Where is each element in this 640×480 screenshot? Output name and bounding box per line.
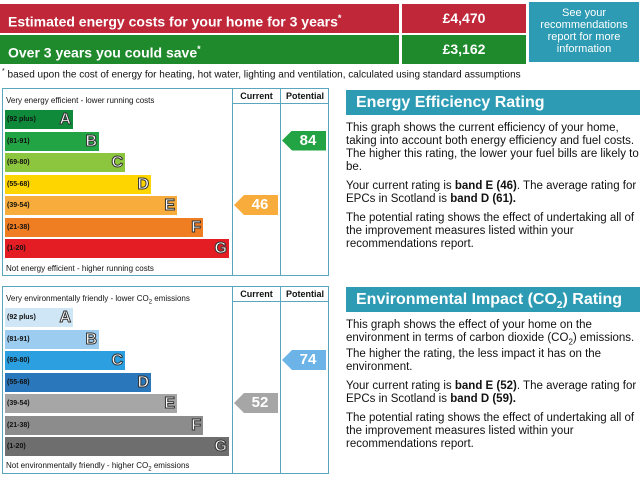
environment-band-f: (21-38) F (5, 415, 203, 435)
bottom-caption-post: emissions (151, 461, 190, 470)
potential-column-header: Potential (285, 91, 324, 101)
energy-band-f: (21-38) F (5, 217, 203, 237)
eir-p2-mid: . The average rating for EPCs in Scotlan… (346, 380, 637, 406)
top-caption: Very energy efficient - lower running co… (6, 96, 155, 105)
band-range-label: (39-54) (7, 202, 30, 209)
estimated-costs-value: £4,470 (402, 4, 526, 33)
footnote: * based upon the cost of energy for heat… (2, 68, 521, 80)
eir-p1-sub: 2 (568, 337, 573, 347)
band-range-label: (21-38) (7, 223, 30, 231)
top-caption-text: Very environmentally friendly - lower CO (6, 294, 149, 303)
savings-text: Over 3 years you could save (8, 44, 198, 61)
band-letter: C (111, 352, 124, 370)
footnote-mark: * (2, 68, 5, 75)
eir-paragraph-3: The potential rating shows the effect of… (346, 412, 635, 451)
environment-band-g: (1-20) G (5, 437, 229, 456)
potential-column-header: Potential (285, 289, 324, 299)
top-caption-post: emissions (152, 294, 190, 303)
bottom-caption: Not environmentally friendly - higher CO… (6, 461, 189, 473)
band-letter: F (191, 416, 202, 434)
eer-p2-text: Your current rating is (346, 180, 455, 192)
energy-band-g: (1-20) G (5, 239, 229, 258)
eer-average-band: band D (61). (450, 193, 516, 205)
band-range-label: (92 plus) (7, 116, 36, 123)
band-letter: D (137, 373, 150, 391)
eir-current-band: band E (52) (454, 380, 517, 393)
environmental-impact-description: This graph shows the effect of your home… (346, 319, 640, 457)
energy-band-b: (81-91) B (5, 131, 99, 151)
band-letter: E (164, 395, 176, 413)
savings-value: £3,162 (402, 35, 526, 64)
potential-rating-arrow: 74 (282, 350, 326, 370)
band-letter: D (137, 175, 150, 193)
energy-band-e: (39-54) E (5, 196, 177, 215)
band-range-label: (81-91) (7, 137, 30, 145)
footnote-text: based upon the cost of energy for heatin… (7, 69, 521, 81)
current-rating-arrow: 52 (234, 393, 278, 413)
top-caption-sub: 2 (148, 299, 153, 306)
environment-band-b: (81-91) B (5, 329, 99, 349)
bottom-caption-text: Not environmentally friendly - higher CO (6, 461, 149, 470)
eer-paragraph-3: The potential rating shows the effect of… (346, 212, 635, 250)
band-range-label: (55-68) (7, 180, 30, 188)
eir-p2-text: Your current rating is (346, 380, 455, 393)
bottom-caption-sub: 2 (148, 466, 152, 473)
energy-efficiency-chart: Current Potential Very energy efficient … (2, 88, 329, 276)
estimated-costs-mark: * (337, 13, 342, 23)
eir-p1-post: ) emissions. The higher the rating, the … (346, 332, 635, 374)
energy-band-a: (92 plus) A (5, 110, 73, 129)
environmental-impact-title: Environmental Impact (CO2) Rating (346, 287, 640, 312)
band-range-label: (39-54) (7, 400, 30, 407)
eir-paragraph-1: This graph shows the effect of your home… (346, 319, 640, 374)
band-range-label: (1-20) (7, 443, 26, 450)
see-recommendations-link[interactable]: See your recommendations report for more… (529, 2, 639, 62)
band-letter: F (191, 218, 202, 236)
eir-paragraph-2: Your current rating is band E (52). The … (346, 380, 640, 406)
environment-band-e: (39-54) E (5, 394, 177, 413)
eer-current-band: band E (46) (454, 180, 517, 192)
savings-label: Over 3 years you could save* (0, 35, 399, 64)
eer-p2-mid: . The average rating for EPCs in Scotlan… (346, 180, 637, 205)
energy-efficiency-title: Energy Efficiency Rating (346, 90, 640, 115)
estimated-costs-text: Estimated energy costs for your home for… (8, 13, 338, 30)
current-column-header: Current (240, 91, 273, 101)
current-rating-arrow: 46 (234, 195, 278, 215)
band-letter: E (164, 197, 176, 215)
eir-average-band: band D (59). (450, 393, 516, 406)
environment-band-d: (55-68) D (5, 372, 151, 392)
band-range-label: (81-91) (7, 335, 30, 343)
band-range-label: (55-68) (7, 378, 30, 386)
energy-efficiency-description: This graph shows the current efficiency … (346, 122, 640, 257)
eir-title-text: Environmental Impact (CO (356, 291, 557, 308)
eer-paragraph-2: Your current rating is band E (46). The … (346, 180, 640, 206)
band-letter: B (85, 132, 98, 150)
band-letter: G (214, 438, 227, 456)
band-range-label: (1-20) (7, 245, 26, 252)
band-range-label: (21-38) (7, 421, 30, 429)
environment-band-a: (92 plus) A (5, 308, 73, 327)
band-letter: A (59, 309, 72, 327)
bottom-caption: Not energy efficient - higher running co… (6, 264, 154, 273)
band-letter: B (85, 330, 98, 348)
eer-paragraph-1: This graph shows the current efficiency … (346, 122, 639, 173)
band-range-label: (69-80) (7, 357, 30, 364)
potential-rating-arrow: 84 (282, 130, 326, 151)
current-column-header: Current (240, 289, 273, 299)
band-letter: A (59, 111, 72, 129)
band-letter: G (214, 240, 227, 258)
top-caption: Very environmentally friendly - lower CO… (6, 294, 190, 306)
energy-band-d: (55-68) D (5, 174, 151, 194)
eir-title-sub: 2 (556, 300, 563, 312)
eir-p1-text: This graph shows the effect of your home… (346, 319, 592, 344)
estimated-costs-label: Estimated energy costs for your home for… (0, 4, 399, 33)
eir-title-post: ) Rating (562, 291, 623, 308)
band-range-label: (92 plus) (7, 314, 36, 321)
energy-band-c: (69-80) C (5, 153, 125, 172)
band-letter: C (111, 154, 124, 172)
savings-mark: * (197, 44, 201, 54)
environmental-impact-chart: Current Potential Very environmentally f… (2, 286, 329, 474)
environment-band-c: (69-80) C (5, 351, 125, 370)
band-range-label: (69-80) (7, 159, 30, 166)
